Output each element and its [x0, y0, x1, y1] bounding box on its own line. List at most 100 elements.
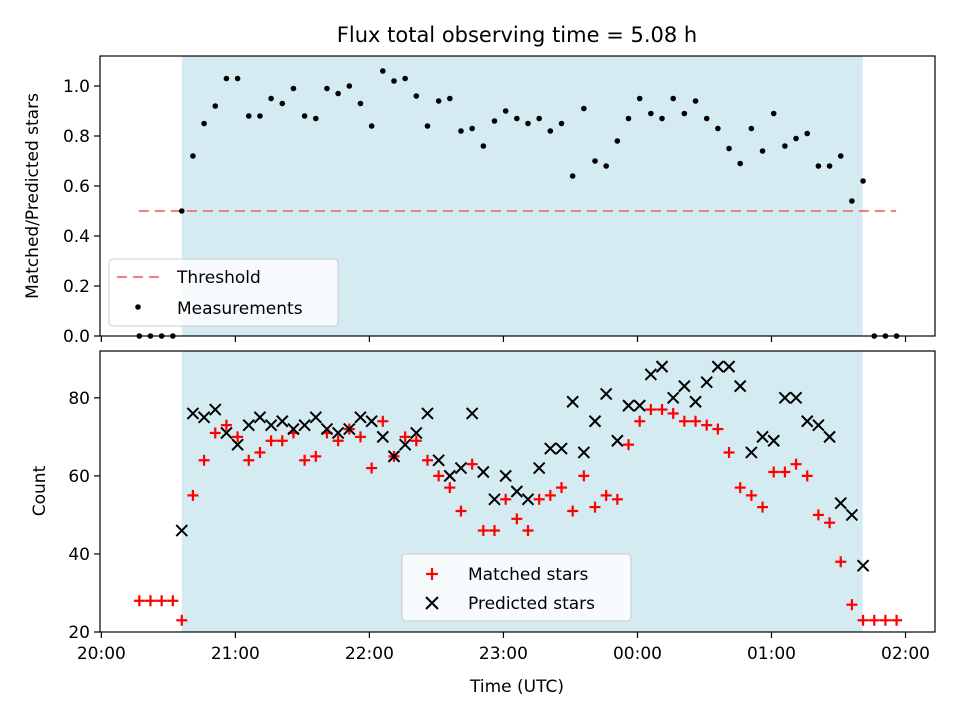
predicted-star-point: [354, 411, 367, 424]
matched-star-point: [410, 435, 422, 447]
top-y-tick-label: 0.6: [63, 177, 90, 197]
matched-star-point: [310, 450, 322, 462]
top-axes-frame: [99, 55, 936, 337]
predicted-star-point: [387, 450, 401, 463]
bottom-y-tick-label: 80: [68, 389, 90, 409]
predicted-star-point: [588, 415, 602, 428]
predicted-star-point: [287, 422, 300, 436]
top-panel: 0.0 0.2 0.4 0.6 0.8 1.0 Matched/Predicted sta…: [23, 55, 936, 347]
predicted-star-point: [655, 360, 669, 373]
matched-star-point: [723, 446, 735, 458]
predicted-star-point: [331, 426, 345, 440]
measurement-point: [223, 75, 230, 82]
predicted-star-point: [220, 426, 233, 440]
predicted-star-point: [443, 469, 457, 483]
legend-measurements-swatch: [135, 304, 141, 310]
measurement-point: [234, 75, 241, 82]
matched-star-point: [690, 415, 702, 427]
bottom-panel: 20 40 60 80 20:00 21:00 22:00 23:00 00:00 01:00 0…: [30, 350, 936, 697]
bottom-y-tick-label: 40: [68, 545, 90, 565]
predicted-star-point: [410, 426, 423, 440]
measurement-point: [491, 118, 498, 124]
top-legend-box: [108, 258, 339, 327]
matched-star-point: [824, 517, 836, 529]
x-tick-label: 20:00: [77, 644, 126, 664]
measurement-point: [458, 128, 464, 134]
predicted-star-point: [186, 407, 200, 420]
predicted-star-point: [320, 422, 334, 436]
matched-star-point: [466, 458, 478, 470]
measurement-point: [413, 93, 420, 99]
matched-star-point: [611, 493, 623, 505]
measurement-point: [826, 163, 833, 169]
predicted-star-point: [745, 446, 758, 459]
bottom-axes-frame: [99, 350, 936, 633]
matched-star-point: [790, 458, 802, 470]
measurement-point: [536, 115, 542, 122]
measurement-point: [290, 85, 297, 92]
matched-star-point: [299, 454, 311, 466]
measurement-point: [357, 100, 364, 107]
measurement-point: [380, 68, 386, 74]
predicted-star-point: [711, 360, 725, 373]
bottom-y-tick-label: 60: [68, 467, 90, 487]
predicted-star-point: [622, 399, 635, 412]
predicted-star-point: [767, 434, 780, 447]
measurement-point: [636, 95, 643, 102]
matched-star-point: [578, 470, 590, 482]
bottom-legend: Matched stars Predicted stars: [401, 553, 632, 622]
predicted-star-point: [298, 418, 311, 432]
measurement-point: [726, 145, 732, 152]
predicted-star-point: [544, 442, 557, 455]
top-y-tick-label: 1.0: [63, 77, 90, 97]
measurement-point: [346, 83, 353, 89]
predicted-star-point: [376, 430, 390, 444]
measurement-point: [324, 85, 330, 92]
measurement-point: [525, 120, 531, 127]
matched-star-point: [488, 525, 500, 537]
matched-star-point: [198, 454, 210, 466]
measurement-point: [625, 115, 632, 122]
measurement-point: [770, 110, 777, 117]
predicted-star-point: [276, 415, 289, 428]
measurement-point: [312, 115, 319, 122]
measurement-point: [737, 160, 744, 167]
matched-star-point: [544, 489, 556, 501]
measurement-point: [837, 153, 844, 159]
top-y-tick-label: 0.0: [63, 327, 90, 347]
predicted-star-point: [365, 415, 378, 428]
predicted-star-point: [488, 493, 501, 506]
measurement-point: [201, 120, 207, 127]
legend-predicted-label: Predicted stars: [468, 594, 595, 614]
top-y-tick-label: 0.2: [63, 277, 90, 297]
predicted-star-point: [756, 430, 769, 444]
matched-star-point: [589, 501, 601, 513]
matched-star-point: [366, 462, 378, 474]
measurement-point: [860, 178, 866, 184]
top-y-tick-label: 0.8: [63, 127, 90, 147]
measurement-point: [178, 208, 185, 214]
matched-star-point: [868, 614, 880, 626]
matched-star-point: [511, 513, 523, 525]
top-legend: Threshold Measurements: [108, 258, 339, 327]
matched-star-point: [779, 466, 791, 478]
matched-star-point: [678, 415, 690, 427]
measurement-point: [659, 115, 665, 122]
matched-star-point: [455, 505, 467, 517]
x-tick-label: 01:00: [747, 644, 796, 664]
measurement-point: [569, 173, 576, 179]
measurement-point: [190, 153, 196, 159]
matched-star-point: [857, 614, 869, 626]
measurement-point: [368, 123, 375, 129]
predicted-star-point: [477, 465, 490, 479]
matched-star-point: [623, 439, 635, 451]
predicted-star-point: [532, 461, 546, 475]
predicted-star-point: [231, 438, 244, 451]
measurement-point: [592, 158, 598, 164]
predicted-star-point: [778, 391, 792, 405]
measurement-point: [245, 113, 252, 119]
predicted-star-point: [823, 430, 836, 444]
measurement-point: [424, 123, 431, 129]
matched-star-point: [556, 482, 568, 494]
matched-star-point: [812, 509, 824, 521]
